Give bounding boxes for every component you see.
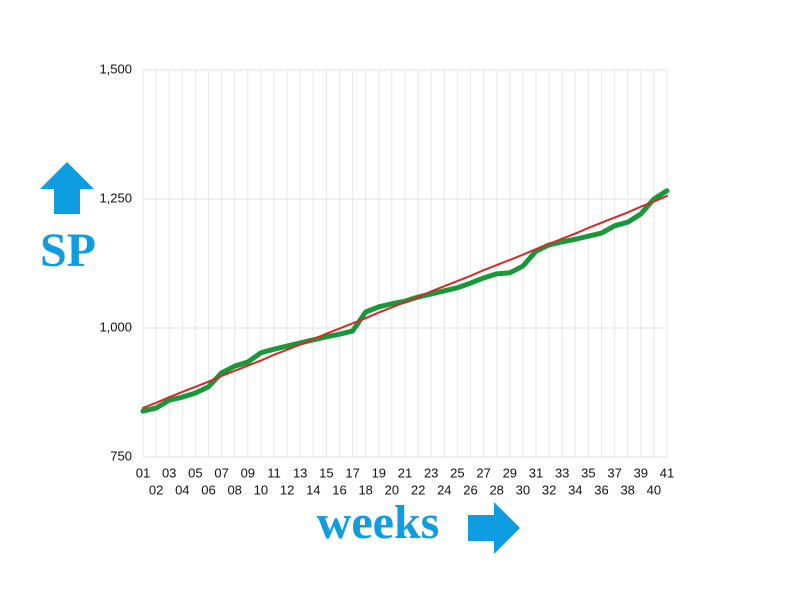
x-tick-label: 19 [372, 465, 386, 480]
x-tick-label: 10 [254, 482, 268, 497]
x-tick-label: 18 [358, 482, 372, 497]
x-tick-label: 32 [542, 482, 556, 497]
x-tick-label: 33 [555, 465, 569, 480]
x-tick-label: 05 [188, 465, 202, 480]
x-tick-label: 29 [503, 465, 517, 480]
x-tick-label: 35 [581, 465, 595, 480]
x-tick-label: 38 [620, 482, 634, 497]
x-tick-label: 14 [306, 482, 320, 497]
x-tick-label: 06 [201, 482, 215, 497]
x-tick-label: 11 [267, 465, 281, 480]
x-tick-label: 37 [607, 465, 621, 480]
x-tick-label: 17 [345, 465, 359, 480]
x-tick-label: 12 [280, 482, 294, 497]
x-tick-label: 03 [162, 465, 176, 480]
y-tick-label: 1,250 [99, 190, 132, 205]
x-tick-label: 31 [529, 465, 543, 480]
x-tick-label: 28 [489, 482, 503, 497]
x-tick-label: 15 [319, 465, 333, 480]
x-tick-label: 26 [463, 482, 477, 497]
x-tick-label: 39 [634, 465, 648, 480]
y-axis-label: SP [40, 224, 96, 277]
x-tick-label: 24 [437, 482, 451, 497]
x-tick-label: 21 [398, 465, 412, 480]
series-line [142, 194, 668, 409]
x-tick-label: 22 [411, 482, 425, 497]
x-tick-label: 41 [660, 465, 674, 480]
x-tick-label: 34 [568, 482, 582, 497]
up-arrow [40, 162, 94, 214]
x-tick-label: 02 [149, 482, 163, 497]
x-tick-label: 08 [227, 482, 241, 497]
x-tick-label: 04 [175, 482, 189, 497]
x-tick-label: 36 [594, 482, 608, 497]
x-tick-label: 27 [476, 465, 490, 480]
y-tick-label: 1,500 [99, 61, 132, 76]
x-tick-label: 01 [136, 465, 150, 480]
x-tick-label: 23 [424, 465, 438, 480]
x-axis-label: weeks [317, 496, 440, 549]
x-tick-label: 30 [516, 482, 530, 497]
x-tick-label: 09 [241, 465, 255, 480]
y-tick-label: 1,000 [99, 319, 132, 334]
x-tick-label: 16 [332, 482, 346, 497]
x-tick-label: 20 [385, 482, 399, 497]
x-tick-label: 07 [214, 465, 228, 480]
x-tick-label: 25 [450, 465, 464, 480]
right-arrow [468, 502, 520, 554]
x-tick-label: 40 [647, 482, 661, 497]
y-tick-label: 750 [110, 448, 132, 463]
x-tick-label: 13 [293, 465, 307, 480]
